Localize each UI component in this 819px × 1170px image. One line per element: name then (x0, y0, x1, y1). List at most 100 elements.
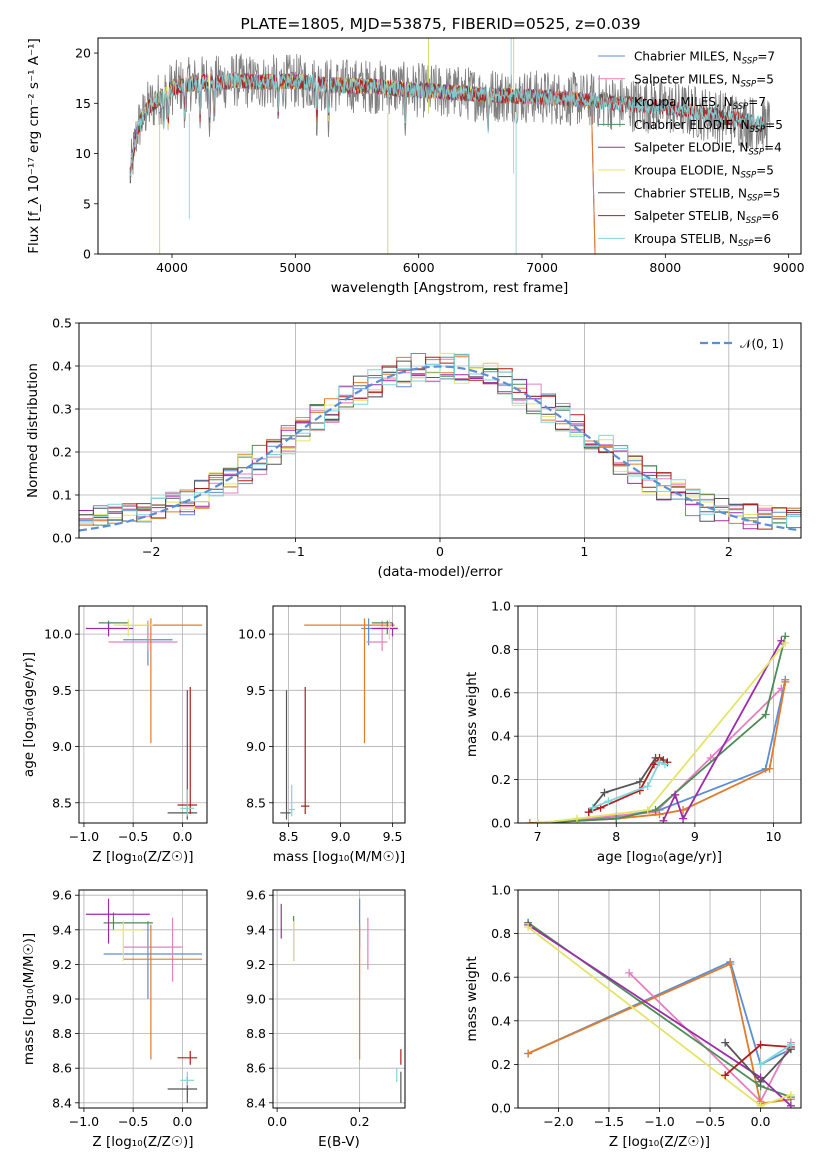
x-tick-label: 1 (580, 544, 588, 559)
y-tick-label: 0 (83, 247, 91, 262)
y-tick-label: 0.2 (491, 772, 511, 787)
y-tick-label: 9.0 (246, 739, 266, 754)
normal-curve (79, 365, 799, 532)
plot-area (129, 38, 771, 254)
weight-point (761, 710, 770, 719)
y-tick-label: 0.0 (491, 1101, 511, 1116)
legend-entry: Chabrier STELIB, NSSP=5 (634, 186, 780, 203)
mass_vs_ebv-crosses (280, 898, 402, 1103)
weight-point (524, 923, 533, 932)
error-cross (280, 690, 291, 820)
y-tick-label: 8.5 (246, 795, 266, 810)
weight-line (760, 1044, 792, 1066)
x-tick-label: 8 (612, 829, 620, 844)
axes-frame (272, 889, 406, 1109)
weight-point (661, 760, 670, 769)
y-tick-label: 8.6 (52, 1061, 72, 1076)
weight-point (525, 819, 534, 823)
x-tick-label: −0.5 (118, 1114, 148, 1129)
weight-point (721, 1038, 730, 1047)
y-tick-label: 0.6 (491, 970, 511, 985)
weight-point (786, 1090, 795, 1099)
y-tick-label: 0.0 (491, 816, 511, 831)
y-tick-label: 0.8 (491, 926, 511, 941)
axes-frame (272, 605, 406, 824)
ticks: −2.0 −1.5 −1.0 −0.5 0.0 0.0 0.2 0.4 0.6 0.8 1.0 (491, 883, 770, 1130)
x-tick-label: 0.0 (751, 1114, 771, 1129)
weight-series (524, 923, 795, 1108)
residual-histogram-line (79, 356, 801, 530)
x-tick-label: 6000 (403, 260, 435, 275)
axes-frame (78, 605, 208, 824)
y-tick-label: 0.4 (52, 359, 72, 374)
weight-point (649, 760, 658, 769)
ticks: 4000 5000 6000 7000 8000 9000 0 5 10 15 20 (75, 46, 805, 275)
plot-area (280, 618, 398, 820)
weight-series (588, 758, 670, 812)
weight-point (671, 790, 680, 799)
age_vs_Z-crosses (85, 618, 203, 820)
x-axis-label: (data-model)/error (377, 564, 503, 580)
x-tick-label: −1.0 (69, 1114, 99, 1129)
y-axis-label: age [log₁₀(age/yr)] (21, 652, 37, 777)
x-axis-label: Z [log₁₀(Z/Z☉)] (92, 1134, 193, 1150)
y-tick-label: 9.2 (52, 957, 72, 972)
weight-series (533, 638, 790, 823)
ticks: 7 8 9 10 0.0 0.2 0.4 0.6 0.8 1.0 (491, 599, 781, 845)
figure-title: PLATE=1805, MJD=53875, FIBERID=0525, z=0… (240, 15, 640, 33)
x-tick-label: 5000 (279, 260, 311, 275)
weight-point (643, 805, 652, 814)
weight-point (655, 810, 664, 819)
weight-point (721, 1071, 730, 1080)
ticks: −1.0 −0.5 0.0 8.5 9.0 9.5 10.0 (44, 627, 192, 844)
y-tick-label: 9.2 (246, 957, 266, 972)
legend-entry: 𝒩(0, 1) (740, 337, 784, 351)
y-tick-label: 9.4 (52, 922, 72, 937)
weight-line (527, 960, 792, 1066)
x-axis-label: E(B-V) (318, 1134, 360, 1150)
y-tick-label: 8.8 (52, 1026, 72, 1041)
legend-entry: Kroupa STELIB, NSSP=6 (634, 232, 771, 249)
x-tick-label: −0.5 (695, 1114, 725, 1129)
plot-area (525, 632, 790, 823)
weight-line (537, 636, 787, 823)
x-tick-label: −2 (142, 544, 160, 559)
ticks: −2 −1 0 1 2 0.0 0.1 0.2 0.3 0.4 0.5 (52, 316, 733, 560)
weight-point (756, 1060, 765, 1069)
error-cross (376, 619, 398, 640)
weight-series (721, 1038, 795, 1086)
weight-line (588, 756, 668, 813)
weight-point (756, 1077, 765, 1086)
error-cross (113, 619, 153, 637)
y-axis-label: mass weight (464, 672, 480, 757)
x-tick-label: 9 (691, 829, 699, 844)
weight-series (756, 1040, 795, 1069)
panel-mass_vs_Z: −1.0 −0.5 0.0 8.4 8.6 8.8 9.0 9.2 9.4 9.6 Z [log₁₀… (21, 888, 208, 1150)
residual-legend: 𝒩(0, 1) (700, 337, 784, 351)
weight-point (533, 819, 542, 823)
plot-area (79, 352, 801, 532)
weight-point (643, 782, 652, 791)
weight-point (584, 808, 593, 817)
weight-point (756, 1101, 765, 1108)
y-tick-label: 8.4 (52, 1095, 72, 1110)
axes-frame (517, 889, 802, 1109)
weight-point (781, 677, 790, 686)
y-tick-label: 1.0 (491, 599, 511, 614)
panel-age_vs_Z: −1.0 −0.5 0.0 8.5 9.0 9.5 10.0 Z [log₁₀(Z/Z☉)] a… (21, 605, 208, 865)
weight-point (572, 814, 581, 823)
weight-point (655, 758, 664, 767)
residual-histograms (79, 352, 801, 530)
y-tick-label: 0.1 (52, 488, 72, 503)
x-tick-label: −1.0 (644, 1114, 674, 1129)
legend-entry: Chabrier ELODIE, NSSP=5 (634, 118, 783, 135)
x-tick-label: 0.2 (350, 1114, 370, 1129)
weight-point (659, 816, 668, 823)
panel-residuals: −2 −1 0 1 2 0.0 0.1 0.2 0.3 0.4 0.5 (data-model)/er… (25, 316, 802, 580)
weight-point (786, 1040, 795, 1049)
axes-frame (97, 37, 802, 255)
weight-line (537, 642, 786, 823)
x-tick-label: 9.5 (383, 829, 403, 844)
weight-point (781, 638, 790, 647)
y-tick-label: 9.4 (246, 922, 266, 937)
